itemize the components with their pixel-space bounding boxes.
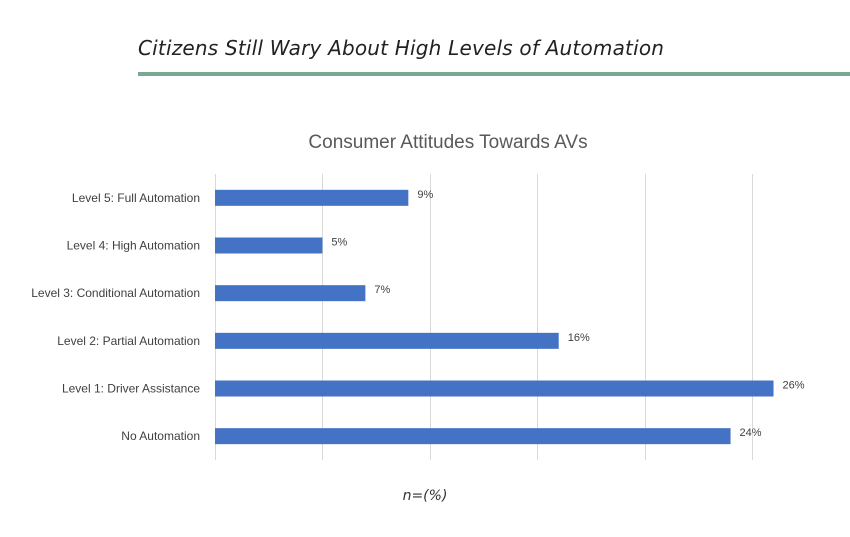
- data-label: 9%: [417, 189, 433, 201]
- gridlines: [215, 174, 753, 460]
- category-label: Level 5: Full Automation: [72, 191, 200, 205]
- data-label: 24%: [740, 427, 762, 439]
- category-labels: Level 5: Full Automation Level 4: High Au…: [31, 191, 200, 443]
- category-label: Level 4: High Automation: [67, 239, 200, 253]
- data-label: 7%: [374, 284, 390, 296]
- data-label: 5%: [331, 237, 347, 249]
- data-label: 16%: [568, 332, 590, 344]
- chart-title: Consumer Attitudes Towards AVs: [308, 132, 587, 153]
- bar: [215, 428, 731, 445]
- category-label: Level 3: Conditional Automation: [31, 286, 200, 300]
- data-labels: 9% 5% 7% 16% 26% 24%: [331, 189, 804, 439]
- bar: [215, 285, 366, 302]
- heading-rule: [138, 72, 850, 76]
- sample-note: n=(%): [402, 488, 448, 504]
- category-label: No Automation: [121, 429, 200, 443]
- category-label: Level 2: Partial Automation: [57, 334, 200, 348]
- category-label: Level 1: Driver Assistance: [62, 382, 200, 396]
- page-heading: Citizens Still Wary About High Levels of…: [138, 36, 665, 60]
- bar: [215, 189, 409, 206]
- bars: [215, 189, 774, 445]
- data-label: 26%: [783, 380, 805, 392]
- bar: [215, 380, 774, 397]
- bar: [215, 332, 559, 349]
- bar: [215, 237, 323, 254]
